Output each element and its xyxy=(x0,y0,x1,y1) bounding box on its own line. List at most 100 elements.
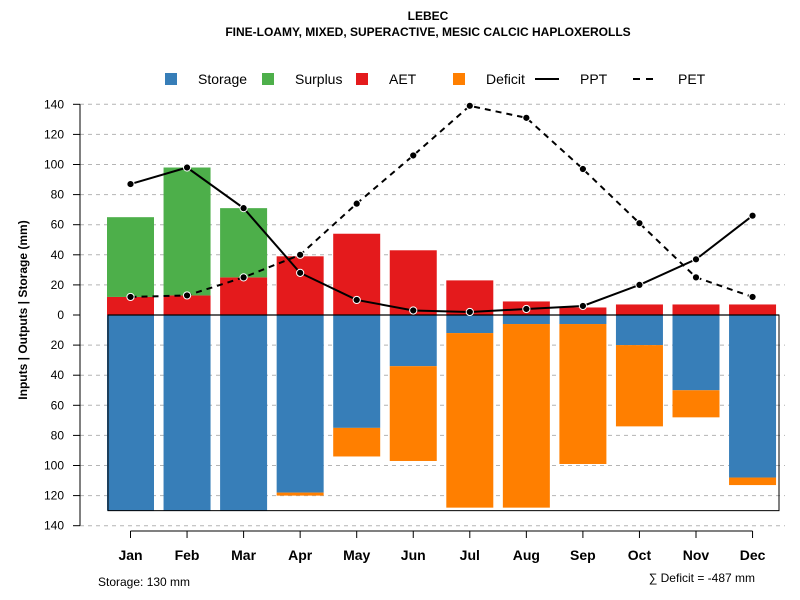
bar-aet-dec xyxy=(729,304,776,315)
legend-label-storage: Storage xyxy=(198,71,247,87)
y-tick-label: 20 xyxy=(51,338,65,352)
x-axis: Jan Feb Mar Apr May Jun Jul Aug Sep Oct Nov Dec xyxy=(118,531,765,563)
bar-storage-apr xyxy=(277,315,324,493)
point-pet-feb xyxy=(183,292,190,299)
point-ppt-apr xyxy=(297,269,304,276)
bar-storage-jan xyxy=(107,315,154,511)
x-tick-label-may: May xyxy=(343,547,370,563)
legend-swatch-storage xyxy=(165,73,177,85)
bar-surplus-jan xyxy=(107,217,154,297)
bar-storage-oct xyxy=(616,315,663,345)
y-tick-label: 140 xyxy=(44,519,64,533)
y-axis-label: Inputs | Outputs | Storage (mm) xyxy=(16,220,30,399)
x-tick-label-jan: Jan xyxy=(118,547,142,563)
legend-label-pet: PET xyxy=(678,71,706,87)
point-ppt-jun xyxy=(410,307,417,314)
point-ppt-jul xyxy=(466,308,473,315)
y-tick-label: 100 xyxy=(44,158,64,172)
bar-deficit-sep xyxy=(559,324,606,464)
y-tick-label: 140 xyxy=(44,97,64,111)
bar-storage-dec xyxy=(729,315,776,478)
bar-storage-aug xyxy=(503,315,550,324)
bar-deficit-apr xyxy=(277,493,324,496)
point-pet-nov xyxy=(692,274,699,281)
point-pet-jul xyxy=(466,102,473,109)
bar-deficit-jul xyxy=(446,333,493,508)
y-axis: 140 120 100 80 60 40 20 0 20 40 60 80 100 120 140 xyxy=(44,97,80,532)
x-tick-label-mar: Mar xyxy=(231,547,256,563)
point-pet-dec xyxy=(749,293,756,300)
point-ppt-jan xyxy=(127,180,134,187)
point-pet-apr xyxy=(297,251,304,258)
x-tick-label-oct: Oct xyxy=(628,547,652,563)
bar-storage-jul xyxy=(446,315,493,333)
bar-aet-apr xyxy=(277,256,324,315)
x-tick-label-dec: Dec xyxy=(740,547,766,563)
point-ppt-aug xyxy=(523,305,530,312)
y-tick-label: 20 xyxy=(51,278,65,292)
x-tick-label-sep: Sep xyxy=(570,547,596,563)
x-tick-label-feb: Feb xyxy=(175,547,200,563)
x-tick-label-aug: Aug xyxy=(513,547,540,563)
point-pet-sep xyxy=(579,165,586,172)
point-ppt-sep xyxy=(579,302,586,309)
bar-surplus-feb xyxy=(164,168,211,296)
bar-storage-jun xyxy=(390,315,437,366)
legend-label-aet: AET xyxy=(389,71,417,87)
legend: Storage Surplus AET Deficit PPT PET xyxy=(165,71,706,87)
x-tick-label-nov: Nov xyxy=(683,547,710,563)
y-tick-label: 60 xyxy=(51,398,65,412)
water-balance-chart: LEBEC FINE-LOAMY, MIXED, SUPERACTIVE, ME… xyxy=(0,0,800,600)
y-tick-label: 40 xyxy=(51,248,65,262)
point-ppt-nov xyxy=(692,256,699,263)
point-ppt-dec xyxy=(749,212,756,219)
y-tick-label: 120 xyxy=(44,489,64,503)
legend-label-surplus: Surplus xyxy=(295,71,342,87)
bar-aet-mar xyxy=(220,277,267,315)
point-ppt-oct xyxy=(636,281,643,288)
point-ppt-mar xyxy=(240,205,247,212)
legend-swatch-surplus xyxy=(262,73,274,85)
bar-deficit-dec xyxy=(729,478,776,486)
legend-label-ppt: PPT xyxy=(580,71,608,87)
chart-title: LEBEC xyxy=(408,9,449,23)
y-tick-label: 80 xyxy=(51,428,65,442)
legend-swatch-deficit xyxy=(453,73,465,85)
bar-aet-jun xyxy=(390,250,437,315)
x-tick-label-jun: Jun xyxy=(401,547,426,563)
bars xyxy=(107,168,776,511)
bar-storage-sep xyxy=(559,315,606,324)
bar-deficit-nov xyxy=(673,390,720,417)
y-tick-label: 60 xyxy=(51,218,65,232)
bar-surplus-mar xyxy=(220,208,267,277)
y-tick-label: 120 xyxy=(44,127,64,141)
point-pet-aug xyxy=(523,114,530,121)
bar-deficit-oct xyxy=(616,345,663,426)
bar-deficit-aug xyxy=(503,324,550,508)
y-tick-label: 40 xyxy=(51,368,65,382)
bar-storage-nov xyxy=(673,315,720,390)
point-pet-oct xyxy=(636,220,643,227)
point-pet-may xyxy=(353,200,360,207)
bar-storage-mar xyxy=(220,315,267,511)
bar-storage-feb xyxy=(164,315,211,511)
point-pet-jun xyxy=(410,152,417,159)
x-tick-label-apr: Apr xyxy=(288,547,313,563)
chart-subtitle: FINE-LOAMY, MIXED, SUPERACTIVE, MESIC CA… xyxy=(225,25,630,39)
y-tick-label: 0 xyxy=(57,308,64,322)
bar-deficit-may xyxy=(333,428,380,457)
bar-aet-oct xyxy=(616,304,663,315)
y-tick-label: 80 xyxy=(51,188,65,202)
legend-label-deficit: Deficit xyxy=(486,71,525,87)
point-pet-jan xyxy=(127,293,134,300)
bar-storage-may xyxy=(333,315,380,428)
legend-swatch-aet xyxy=(356,73,368,85)
point-ppt-feb xyxy=(183,164,190,171)
storage-footnote: Storage: 130 mm xyxy=(98,575,190,589)
deficit-footnote: ∑ Deficit = -487 mm xyxy=(649,571,755,585)
y-tick-label: 100 xyxy=(44,459,64,473)
point-pet-mar xyxy=(240,274,247,281)
x-tick-label-jul: Jul xyxy=(460,547,480,563)
bar-deficit-jun xyxy=(390,366,437,461)
point-ppt-may xyxy=(353,296,360,303)
